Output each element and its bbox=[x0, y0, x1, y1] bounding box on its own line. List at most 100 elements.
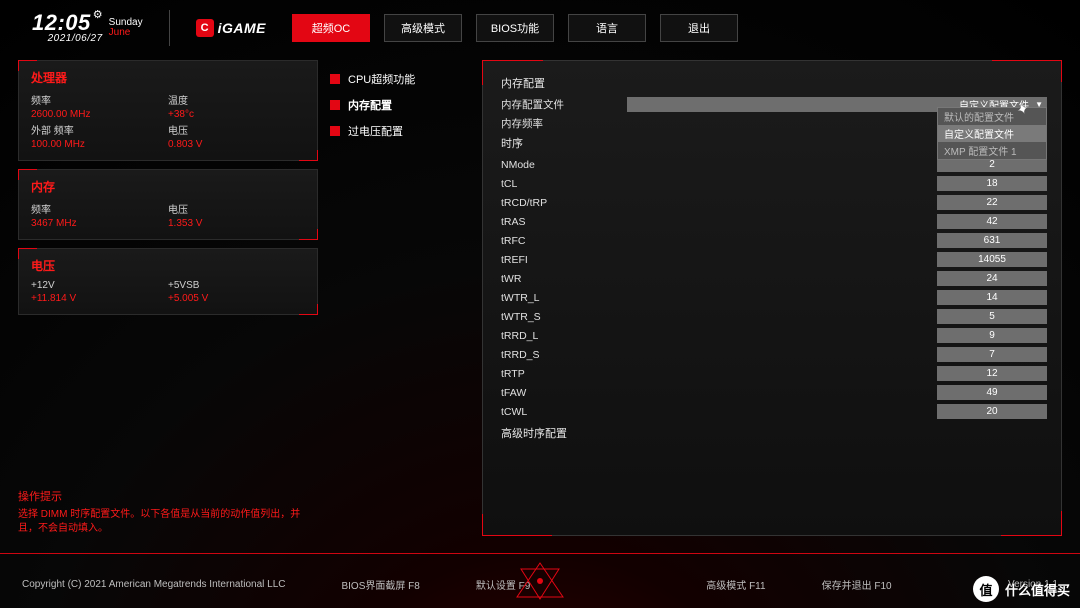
timing-row-tRRD_L[interactable]: tRRD_L9 bbox=[501, 326, 1047, 345]
footer-save-exit[interactable]: 保存并退出 F10 bbox=[822, 577, 892, 592]
gear-icon[interactable]: ⚙ bbox=[93, 10, 103, 21]
stat-value: 2600.00 MHz bbox=[31, 109, 168, 120]
timing-value[interactable]: 12 bbox=[937, 366, 1047, 381]
side-menu-label: CPU超频功能 bbox=[348, 71, 415, 87]
footer-advanced[interactable]: 高级模式 F11 bbox=[706, 577, 765, 592]
stat-label: 外部 频率 bbox=[31, 122, 168, 137]
memory-profile-label: 内存配置文件 bbox=[501, 97, 627, 112]
footer-screenshot[interactable]: BIOS界面截屏 F8 bbox=[341, 577, 419, 592]
timing-label: NMode bbox=[501, 159, 937, 171]
timing-value[interactable]: 631 bbox=[937, 233, 1047, 248]
clock-date: 2021/06/27 bbox=[48, 34, 103, 44]
left-column: 处理器 频率温度2600.00 MHz+38°c外部 频率电压100.00 MH… bbox=[18, 60, 318, 536]
side-menu-item-2[interactable]: 过电压配置 bbox=[330, 118, 470, 144]
hint-text: 选择 DIMM 时序配置文件。以下各值是从当前的动作值列出，并且，不会自动填入。 bbox=[18, 508, 318, 536]
timing-row-tREFI[interactable]: tREFI14055 bbox=[501, 250, 1047, 269]
memory-card-title: 内存 bbox=[31, 178, 305, 195]
stat-label: 电压 bbox=[168, 201, 305, 216]
main-nav: 超频OC 高级模式 BIOS功能语言退出 bbox=[292, 14, 738, 42]
side-menu-item-0[interactable]: CPU超频功能 bbox=[330, 66, 470, 92]
nav-tab-1[interactable]: 高级模式 bbox=[384, 14, 462, 42]
stat-value: 3467 MHz bbox=[31, 218, 168, 229]
dropdown-option-2[interactable]: XMP 配置文件 1 bbox=[938, 142, 1046, 159]
timing-row-tRFC[interactable]: tRFC631 bbox=[501, 231, 1047, 250]
voltage-card: 电压 +12V+5VSB+11.814 V+5.005 V bbox=[18, 248, 318, 315]
side-menu: CPU超频功能内存配置过电压配置 bbox=[330, 60, 470, 536]
timing-value[interactable]: 24 bbox=[937, 271, 1047, 286]
timing-row-tWTR_S[interactable]: tWTR_S5 bbox=[501, 307, 1047, 326]
timing-row-tRAS[interactable]: tRAS42 bbox=[501, 212, 1047, 231]
footer-copyright: Copyright (C) 2021 American Megatrends I… bbox=[22, 579, 285, 590]
footer-bar: Copyright (C) 2021 American Megatrends I… bbox=[0, 560, 1080, 608]
timing-value[interactable]: 5 bbox=[937, 309, 1047, 324]
timing-row-tRCD/tRP[interactable]: tRCD/tRP22 bbox=[501, 193, 1047, 212]
timing-value[interactable]: 20 bbox=[937, 404, 1047, 419]
timing-label: tCWL bbox=[501, 406, 937, 418]
memory-config-panel: 内存配置 内存配置文件 自定义配置文件 ▼ 内存频率 时序 NMode2tCL1… bbox=[482, 60, 1062, 536]
timing-value[interactable]: 9 bbox=[937, 328, 1047, 343]
timing-row-tRRD_S[interactable]: tRRD_S7 bbox=[501, 345, 1047, 364]
side-menu-label: 过电压配置 bbox=[348, 123, 403, 139]
nav-tab-4[interactable]: 退出 bbox=[660, 14, 738, 42]
divider-line bbox=[0, 553, 1080, 554]
timing-row-tWTR_L[interactable]: tWTR_L14 bbox=[501, 288, 1047, 307]
timing-label: tRCD/tRP bbox=[501, 197, 937, 209]
main-area: 处理器 频率温度2600.00 MHz+38°c外部 频率电压100.00 MH… bbox=[0, 56, 1080, 536]
cpu-card-title: 处理器 bbox=[31, 69, 305, 86]
top-bar: 12:05 ⚙ 2021/06/27 Sunday June C iGAME 超… bbox=[0, 0, 1080, 56]
stat-label: 温度 bbox=[168, 92, 305, 107]
timing-row-tWR[interactable]: tWR24 bbox=[501, 269, 1047, 288]
timing-value[interactable]: 49 bbox=[937, 385, 1047, 400]
stat-label: 频率 bbox=[31, 201, 168, 216]
timing-label: tRTP bbox=[501, 368, 937, 380]
stat-value: +5.005 V bbox=[168, 293, 305, 304]
clock-block: 12:05 ⚙ 2021/06/27 Sunday June bbox=[32, 12, 143, 44]
timing-label: tREFI bbox=[501, 254, 937, 266]
side-menu-label: 内存配置 bbox=[348, 97, 392, 113]
timing-row-tFAW[interactable]: tFAW49 bbox=[501, 383, 1047, 402]
separator bbox=[169, 10, 170, 46]
watermark-badge-icon: 值 bbox=[973, 576, 999, 602]
nav-tab-3[interactable]: 语言 bbox=[568, 14, 646, 42]
timing-value[interactable]: 14055 bbox=[937, 252, 1047, 267]
timing-label: tWR bbox=[501, 273, 937, 285]
timing-label: tWTR_L bbox=[501, 292, 937, 304]
timing-value[interactable]: 14 bbox=[937, 290, 1047, 305]
memory-profile-dropdown[interactable]: 默认的配置文件自定义配置文件XMP 配置文件 1 bbox=[937, 107, 1047, 160]
stat-label: +5VSB bbox=[168, 280, 305, 291]
side-menu-item-1[interactable]: 内存配置 bbox=[330, 92, 470, 118]
brand-logo: C iGAME bbox=[196, 19, 266, 37]
hint-panel: 操作提示 选择 DIMM 时序配置文件。以下各值是从当前的动作值列出，并且，不会… bbox=[18, 488, 318, 536]
timing-label: tFAW bbox=[501, 387, 937, 399]
advanced-timing-link[interactable]: 高级时序配置 bbox=[501, 425, 1047, 441]
stat-value: +38°c bbox=[168, 109, 305, 120]
memory-card: 内存 频率电压3467 MHz1.353 V bbox=[18, 169, 318, 240]
timing-label: tRRD_S bbox=[501, 349, 937, 361]
hint-title: 操作提示 bbox=[18, 488, 318, 504]
nav-tab-2[interactable]: BIOS功能 bbox=[476, 14, 554, 42]
cpu-card: 处理器 频率温度2600.00 MHz+38°c外部 频率电压100.00 MH… bbox=[18, 60, 318, 161]
stat-label: 电压 bbox=[168, 122, 305, 137]
timing-value[interactable]: 7 bbox=[937, 347, 1047, 362]
stat-label: +12V bbox=[31, 280, 168, 291]
dropdown-option-0[interactable]: 默认的配置文件 bbox=[938, 108, 1046, 125]
timing-value[interactable]: 18 bbox=[937, 176, 1047, 191]
timing-value[interactable]: 22 bbox=[937, 195, 1047, 210]
clock-month: June bbox=[109, 28, 143, 38]
stat-label: 频率 bbox=[31, 92, 168, 107]
timing-label: tRAS bbox=[501, 216, 937, 228]
timing-row-tCWL[interactable]: tCWL20 bbox=[501, 402, 1047, 421]
stat-value: 0.803 V bbox=[168, 139, 305, 150]
timing-row-tRTP[interactable]: tRTP12 bbox=[501, 364, 1047, 383]
section-header-memcfg: 内存配置 bbox=[501, 75, 1047, 91]
timing-label: tRRD_L bbox=[501, 330, 937, 342]
timing-label: tRFC bbox=[501, 235, 937, 247]
nav-tab-0[interactable]: 超频OC bbox=[292, 14, 370, 42]
timing-row-tCL[interactable]: tCL18 bbox=[501, 174, 1047, 193]
logo-text: iGAME bbox=[218, 20, 266, 36]
timing-value[interactable]: 42 bbox=[937, 214, 1047, 229]
dropdown-option-1[interactable]: 自定义配置文件 bbox=[938, 125, 1046, 142]
square-icon bbox=[330, 74, 340, 84]
timing-label: tWTR_S bbox=[501, 311, 937, 323]
timing-label: tCL bbox=[501, 178, 937, 190]
